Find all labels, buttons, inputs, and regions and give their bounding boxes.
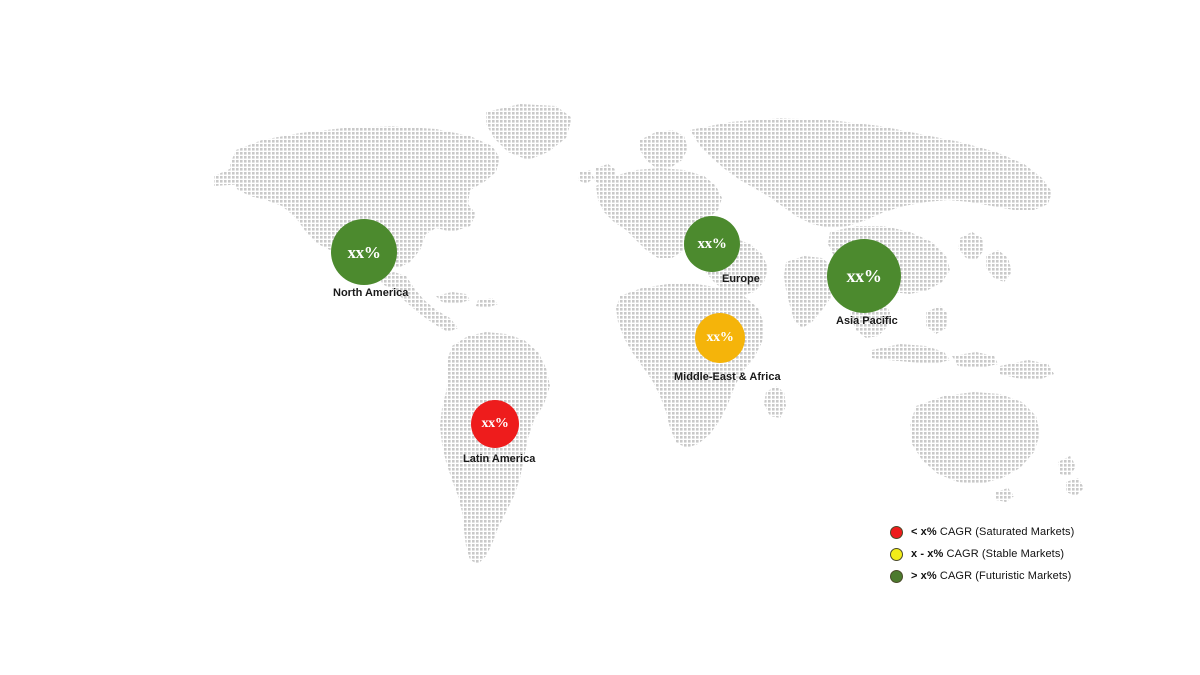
bubble-value-north-america: xx% [347,242,381,262]
bubble-value-middle-east-africa: xx% [706,330,734,345]
bubble-north-america[interactable]: xx% [331,219,397,285]
region-label-north-america: North America [333,287,409,299]
region-label-middle-east-africa: Middle-East & Africa [674,371,781,383]
legend-label-stable: x - x% CAGR (Stable Markets) [911,548,1065,560]
bubble-latin-america[interactable]: xx% [471,400,519,448]
legend-item-saturated[interactable]: < x% CAGR (Saturated Markets) [890,521,1074,543]
bubble-europe[interactable]: xx% [684,216,740,272]
region-label-latin-america: Latin America [463,453,536,465]
region-label-asia-pacific: Asia Pacific [836,315,898,327]
legend-label-saturated: < x% CAGR (Saturated Markets) [911,526,1075,538]
legend-item-futuristic[interactable]: > x% CAGR (Futuristic Markets) [890,565,1074,587]
bubble-middle-east-africa[interactable]: xx% [695,313,745,363]
legend-label-futuristic: > x% CAGR (Futuristic Markets) [911,570,1072,582]
legend-item-stable[interactable]: x - x% CAGR (Stable Markets) [890,543,1074,565]
legend-swatch-stable [890,547,903,561]
bubble-asia-pacific[interactable]: xx% [827,239,901,313]
legend-swatch-saturated [890,525,903,539]
bubble-value-asia-pacific: xx% [846,266,882,286]
region-label-europe: Europe [722,273,760,285]
bubble-value-europe: xx% [697,235,727,252]
legend: < x% CAGR (Saturated Markets) x - x% CAGR… [890,521,1074,587]
legend-swatch-futuristic [890,569,903,583]
bubble-value-latin-america: xx% [481,416,509,431]
